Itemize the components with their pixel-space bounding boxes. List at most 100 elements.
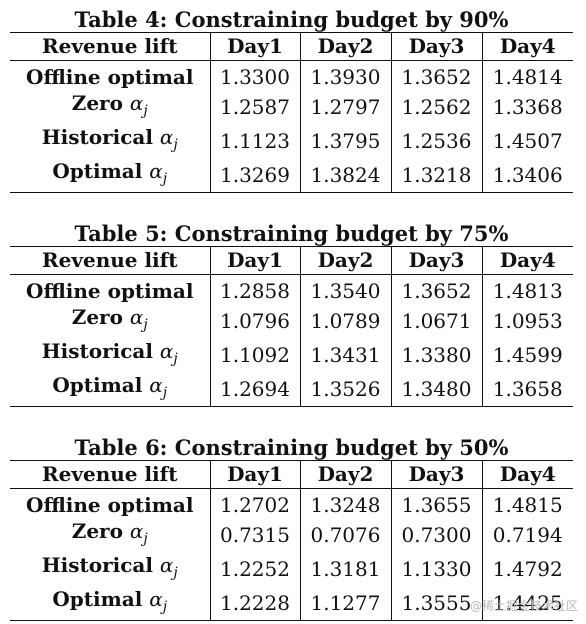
row-label: Historical αj (41, 553, 178, 581)
row-label: Offline optimal (10, 60, 210, 90)
table-cell: 1.3248 (299, 488, 391, 518)
table-row: Offline optimal 1.2858 1.3540 1.3652 1.4813 (10, 274, 573, 304)
table-cell: 1.0796 (209, 304, 300, 338)
results-table: Revenue lift Day1 Day2 Day3 Day4 Offline opti… (10, 246, 573, 407)
row-label: Optimal αj (52, 373, 168, 401)
table-cell: 1.4425 (481, 586, 573, 621)
table-cell: 1.2252 (209, 552, 300, 586)
table-cell: 1.4599 (481, 338, 573, 372)
row-label: Zero αj (71, 519, 148, 547)
row-label: Optimal αj (52, 587, 168, 615)
table-cell: 1.3480 (390, 372, 482, 407)
header-row: Revenue lift Day1 Day2 Day3 Day4 (10, 460, 573, 489)
table-cell: 1.2587 (209, 90, 300, 124)
row-label: Zero αj (71, 91, 148, 119)
table-caption: Table 4: Constraining budget by 90% (74, 7, 509, 32)
header-row: Revenue lift Day1 Day2 Day3 Day4 (10, 32, 573, 61)
column-header-day: Day1 (209, 32, 300, 61)
table-cell: 0.7194 (481, 518, 573, 552)
header-row: Revenue lift Day1 Day2 Day3 Day4 (10, 246, 573, 275)
column-header-day: Day3 (390, 460, 482, 489)
table-cell: 1.3218 (390, 158, 482, 193)
table-row: Offline optimal 1.3300 1.3930 1.3652 1.4814 (10, 60, 573, 90)
column-header-label: Revenue lift (42, 34, 178, 58)
column-header-day: Day4 (481, 460, 573, 489)
table-cell: 1.4813 (481, 274, 573, 304)
column-header-day: Day1 (209, 246, 300, 275)
alpha-j-symbol: αj (159, 553, 178, 581)
table-cell: 1.3555 (390, 586, 482, 621)
row-label: Zero αj (71, 305, 148, 333)
row-label: Historical αj (41, 125, 178, 153)
table-cell: 1.3930 (299, 60, 391, 90)
alpha-j-symbol: αj (129, 91, 148, 119)
alpha-j-symbol: αj (129, 519, 148, 547)
table-cell: 1.3406 (481, 158, 573, 193)
alpha-j-symbol: αj (129, 305, 148, 333)
table-block: Table 6: Constraining budget by 50% Reven… (10, 436, 573, 621)
table-row: Optimal αj 1.3269 1.3824 1.3218 1.3406 (10, 158, 573, 193)
table-cell: 1.3300 (209, 60, 300, 90)
table-cell: 1.3181 (299, 552, 391, 586)
table-cell: 1.0671 (390, 304, 482, 338)
column-header-day: Day1 (209, 460, 300, 489)
table-cell: 1.1123 (209, 124, 300, 158)
table-cell: 1.3269 (209, 158, 300, 193)
column-header-label: Revenue lift (42, 248, 178, 272)
table-cell: 1.0789 (299, 304, 391, 338)
table-cell: 1.3795 (299, 124, 391, 158)
alpha-j-symbol: αj (149, 373, 168, 401)
table-row: Historical αj 1.2252 1.3181 1.1330 1.4792 (10, 552, 573, 586)
results-table: Revenue lift Day1 Day2 Day3 Day4 Offline opti… (10, 460, 573, 621)
table-row: Offline optimal 1.2702 1.3248 1.3655 1.4815 (10, 488, 573, 518)
row-label: Offline optimal (10, 274, 210, 304)
table-cell: 1.2694 (209, 372, 300, 407)
table-cell: 1.3658 (481, 372, 573, 407)
table-cell: 1.4792 (481, 552, 573, 586)
table-row: Historical αj 1.1123 1.3795 1.2536 1.4507 (10, 124, 573, 158)
alpha-j-symbol: αj (159, 339, 178, 367)
table-cell: 1.3652 (390, 60, 482, 90)
watermark: @稀土掘金技术社区 (469, 599, 578, 613)
results-table: Revenue lift Day1 Day2 Day3 Day4 Offline opti… (10, 32, 573, 193)
table-cell: 1.3526 (299, 372, 391, 407)
table-cell: 1.2797 (299, 90, 391, 124)
table-cell: 1.4507 (481, 124, 573, 158)
row-label: Optimal αj (52, 159, 168, 187)
table-row: Historical αj 1.1092 1.3431 1.3380 1.4599 (10, 338, 573, 372)
table-cell: 1.4814 (481, 60, 573, 90)
table-row: Optimal αj 1.2228 1.1277 1.3555 1.4425 (10, 586, 573, 621)
table-row: Optimal αj 1.2694 1.3526 1.3480 1.3658 (10, 372, 573, 407)
table-cell: 1.3652 (390, 274, 482, 304)
alpha-j-symbol: αj (149, 159, 168, 187)
column-header-day: Day4 (481, 246, 573, 275)
table-cell: 1.3368 (481, 90, 573, 124)
table-cell: 1.2228 (209, 586, 300, 621)
table-cell: 1.3655 (390, 488, 482, 518)
column-header-label: Revenue lift (42, 462, 178, 486)
table-cell: 1.3431 (299, 338, 391, 372)
column-header-day: Day4 (481, 32, 573, 61)
table-caption: Table 5: Constraining budget by 75% (74, 221, 509, 246)
table-cell: 1.3540 (299, 274, 391, 304)
column-header-day: Day3 (390, 246, 482, 275)
table-row: Zero αj 1.0796 1.0789 1.0671 1.0953 (10, 304, 573, 338)
table-cell: 1.1092 (209, 338, 300, 372)
alpha-j-symbol: αj (159, 125, 178, 153)
table-cell: 1.0953 (481, 304, 573, 338)
column-header-day: Day2 (299, 32, 391, 61)
table-cell: 1.4815 (481, 488, 573, 518)
row-label: Historical αj (41, 339, 178, 367)
table-cell: 1.2536 (390, 124, 482, 158)
row-label: Offline optimal (10, 488, 210, 518)
table-cell: 1.1330 (390, 552, 482, 586)
table-cell: 1.1277 (299, 586, 391, 621)
table-caption: Table 6: Constraining budget by 50% (74, 435, 509, 460)
table-cell: 1.3380 (390, 338, 482, 372)
table-row: Zero αj 1.2587 1.2797 1.2562 1.3368 (10, 90, 573, 124)
table-row: Zero αj 0.7315 0.7076 0.7300 0.7194 (10, 518, 573, 552)
table-block: Table 4: Constraining budget by 90% Reven… (10, 8, 573, 193)
column-header-day: Day2 (299, 246, 391, 275)
table-cell: 1.2858 (209, 274, 300, 304)
table-cell: 0.7300 (390, 518, 482, 552)
